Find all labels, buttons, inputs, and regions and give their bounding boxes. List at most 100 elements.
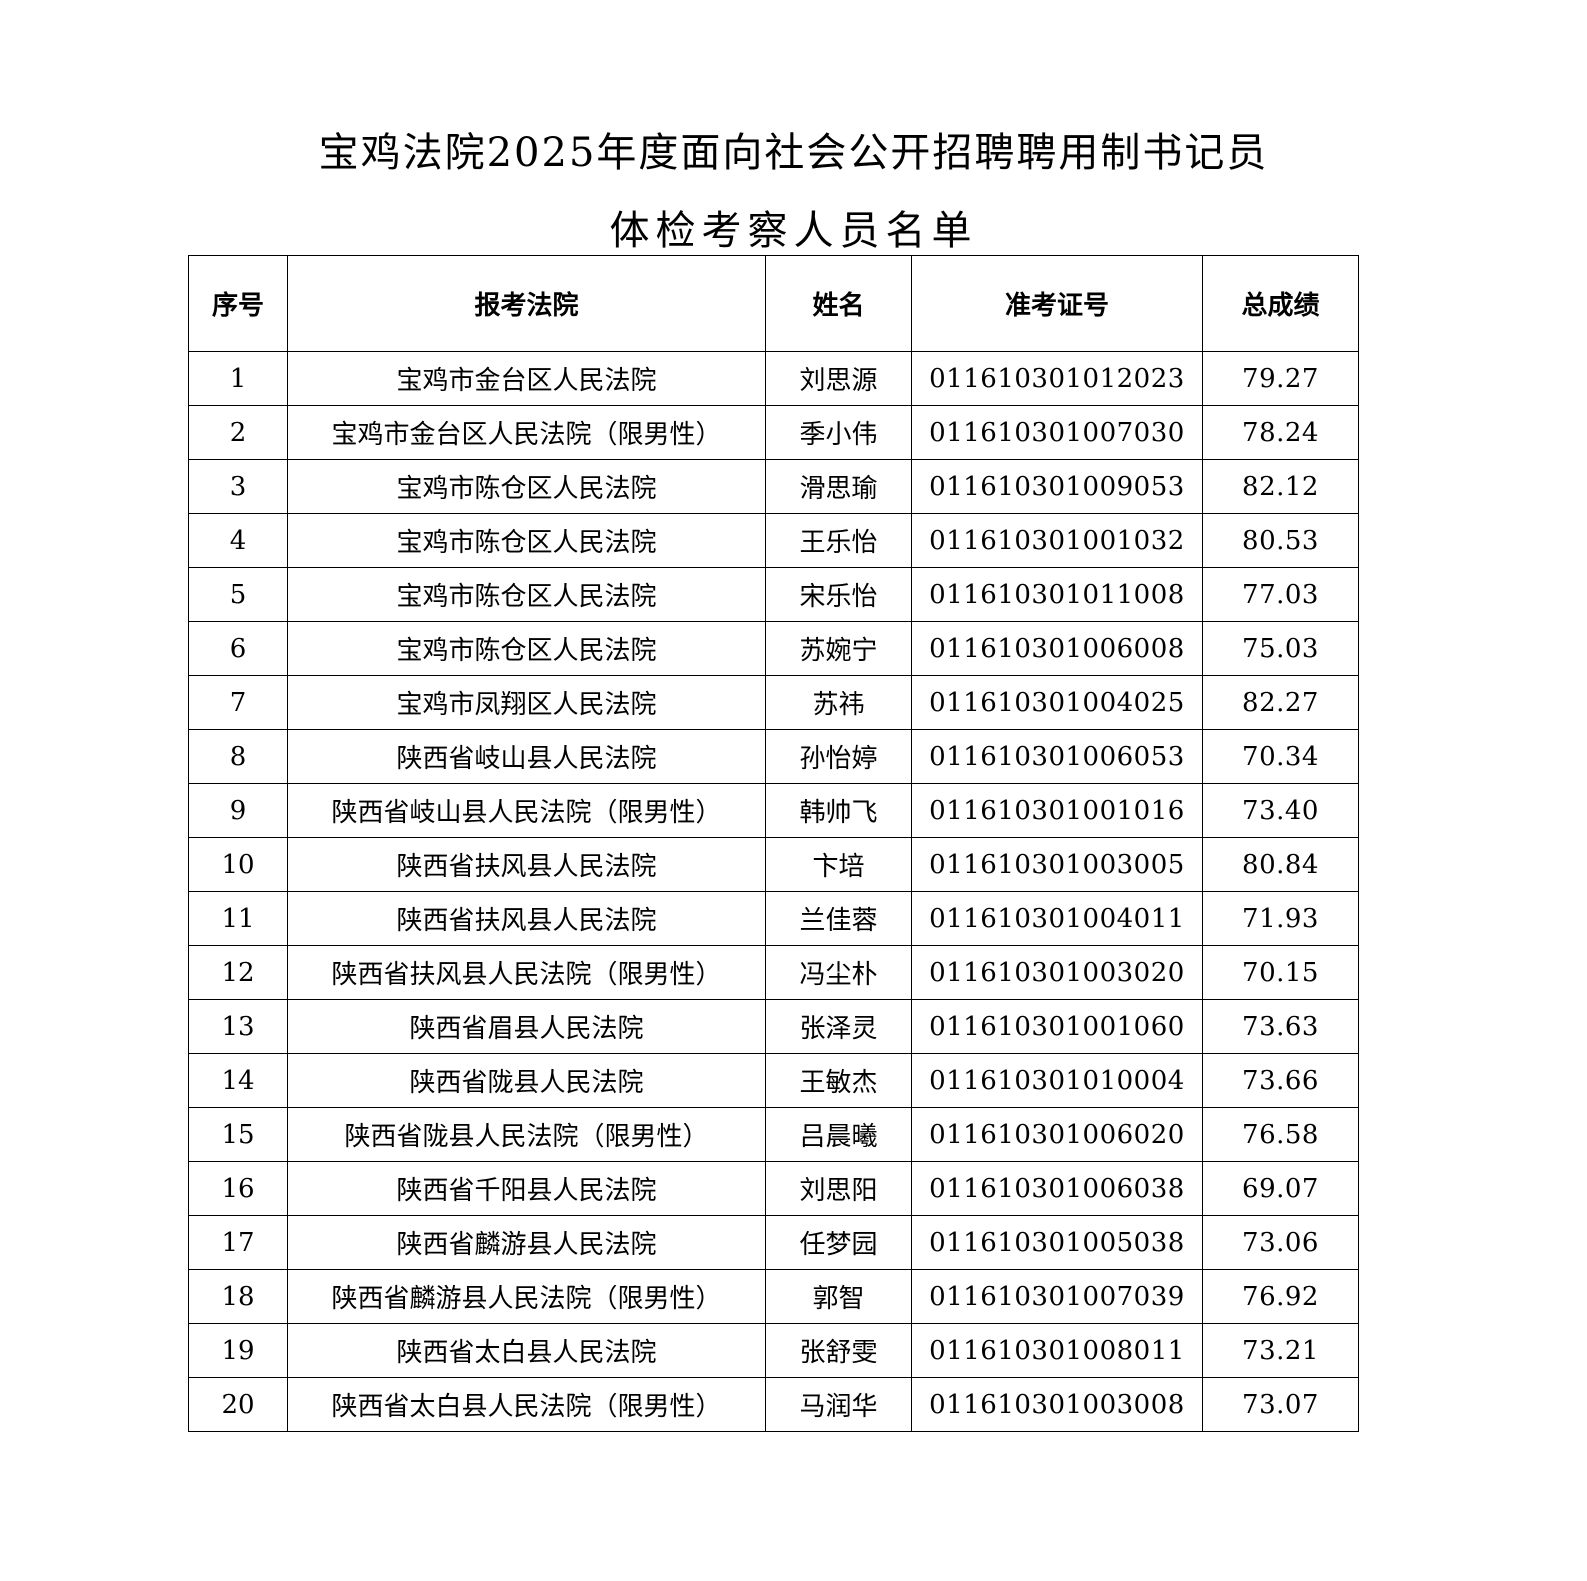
- cell-score: 82.12: [1202, 459, 1359, 514]
- cell-name: 兰佳蓉: [765, 891, 912, 946]
- cell-court: 宝鸡市凤翔区人民法院: [287, 675, 766, 730]
- cell-score: 73.07: [1202, 1377, 1359, 1432]
- cell-score: 79.27: [1202, 351, 1359, 406]
- header-index: 序号: [188, 255, 288, 352]
- cell-exam-id: 011610301012023: [911, 351, 1203, 406]
- document-subtitle: 体检考察人员名单: [609, 208, 978, 254]
- cell-exam-id: 011610301001032: [911, 513, 1203, 568]
- table-row: 10 陕西省扶风县人民法院 卞培 011610301003005 80.84: [188, 837, 1359, 892]
- cell-name: 张泽灵: [765, 999, 912, 1054]
- cell-index: 19: [188, 1323, 288, 1378]
- cell-exam-id: 011610301003008: [911, 1377, 1203, 1432]
- cell-score: 73.21: [1202, 1323, 1359, 1378]
- cell-court: 陕西省扶风县人民法院: [287, 891, 766, 946]
- cell-exam-id: 011610301006008: [911, 621, 1203, 676]
- cell-name: 卞培: [765, 837, 912, 892]
- table-row: 16 陕西省千阳县人民法院 刘思阳 011610301006038 69.07: [188, 1161, 1359, 1216]
- table-row: 15 陕西省陇县人民法院（限男性） 吕晨曦 011610301006020 76.58: [188, 1107, 1359, 1162]
- cell-exam-id: 011610301005038: [911, 1215, 1203, 1270]
- cell-score: 77.03: [1202, 567, 1359, 622]
- table-row: 2 宝鸡市金台区人民法院（限男性） 季小伟 011610301007030 78.24: [188, 405, 1359, 460]
- cell-exam-id: 011610301006038: [911, 1161, 1203, 1216]
- table-row: 12 陕西省扶风县人民法院（限男性） 冯尘朴 011610301003020 70.15: [188, 945, 1359, 1000]
- cell-score: 69.07: [1202, 1161, 1359, 1216]
- table-row: 6 宝鸡市陈仓区人民法院 苏婉宁 011610301006008 75.03: [188, 621, 1359, 676]
- cell-court: 陕西省太白县人民法院: [287, 1323, 766, 1378]
- cell-court: 宝鸡市陈仓区人民法院: [287, 621, 766, 676]
- cell-name: 郭智: [765, 1269, 912, 1324]
- cell-index: 6: [188, 621, 288, 676]
- cell-name: 王敏杰: [765, 1053, 912, 1108]
- cell-name: 刘思源: [765, 351, 912, 406]
- table-row: 3 宝鸡市陈仓区人民法院 滑思瑜 011610301009053 82.12: [188, 459, 1359, 514]
- header-score: 总成绩: [1202, 255, 1359, 352]
- cell-name: 任梦园: [765, 1215, 912, 1270]
- cell-index: 17: [188, 1215, 288, 1270]
- document-title: 宝鸡法院2025年度面向社会公开招聘聘用制书记员: [318, 130, 1269, 176]
- cell-court: 宝鸡市陈仓区人民法院: [287, 459, 766, 514]
- cell-exam-id: 011610301004025: [911, 675, 1203, 730]
- table-row: 11 陕西省扶风县人民法院 兰佳蓉 011610301004011 71.93: [188, 891, 1359, 946]
- cell-score: 80.53: [1202, 513, 1359, 568]
- cell-name: 马润华: [765, 1377, 912, 1432]
- cell-index: 7: [188, 675, 288, 730]
- cell-court: 陕西省岐山县人民法院: [287, 729, 766, 784]
- cell-index: 20: [188, 1377, 288, 1432]
- cell-exam-id: 011610301007030: [911, 405, 1203, 460]
- cell-court: 陕西省麟游县人民法院（限男性）: [287, 1269, 766, 1324]
- cell-court: 陕西省岐山县人民法院（限男性）: [287, 783, 766, 838]
- cell-court: 陕西省扶风县人民法院（限男性）: [287, 945, 766, 1000]
- cell-exam-id: 011610301001060: [911, 999, 1203, 1054]
- table-row: 17 陕西省麟游县人民法院 任梦园 011610301005038 73.06: [188, 1215, 1359, 1270]
- cell-exam-id: 011610301011008: [911, 567, 1203, 622]
- candidate-table: 序号 报考法院 姓名 准考证号 总成绩 1 宝鸡市金台区人民法院 刘思源 011610…: [188, 255, 1359, 1432]
- table-row: 19 陕西省太白县人民法院 张舒雯 011610301008011 73.21: [188, 1323, 1359, 1378]
- table-row: 18 陕西省麟游县人民法院（限男性） 郭智 011610301007039 76.92: [188, 1269, 1359, 1324]
- cell-court: 陕西省扶风县人民法院: [287, 837, 766, 892]
- cell-score: 71.93: [1202, 891, 1359, 946]
- cell-court: 陕西省陇县人民法院: [287, 1053, 766, 1108]
- cell-exam-id: 011610301010004: [911, 1053, 1203, 1108]
- cell-score: 73.66: [1202, 1053, 1359, 1108]
- table-row: 1 宝鸡市金台区人民法院 刘思源 011610301012023 79.27: [188, 351, 1359, 406]
- cell-name: 苏婉宁: [765, 621, 912, 676]
- cell-court: 陕西省太白县人民法院（限男性）: [287, 1377, 766, 1432]
- cell-exam-id: 011610301007039: [911, 1269, 1203, 1324]
- cell-index: 9: [188, 783, 288, 838]
- cell-index: 12: [188, 945, 288, 1000]
- cell-score: 76.58: [1202, 1107, 1359, 1162]
- cell-index: 3: [188, 459, 288, 514]
- header-exam-id: 准考证号: [911, 255, 1203, 352]
- cell-court: 宝鸡市陈仓区人民法院: [287, 513, 766, 568]
- cell-name: 冯尘朴: [765, 945, 912, 1000]
- cell-court: 陕西省麟游县人民法院: [287, 1215, 766, 1270]
- table-row: 14 陕西省陇县人民法院 王敏杰 011610301010004 73.66: [188, 1053, 1359, 1108]
- cell-exam-id: 011610301009053: [911, 459, 1203, 514]
- cell-court: 陕西省千阳县人民法院: [287, 1161, 766, 1216]
- cell-name: 王乐怡: [765, 513, 912, 568]
- cell-score: 78.24: [1202, 405, 1359, 460]
- cell-exam-id: 011610301004011: [911, 891, 1203, 946]
- cell-index: 10: [188, 837, 288, 892]
- table-row: 13 陕西省眉县人民法院 张泽灵 011610301001060 73.63: [188, 999, 1359, 1054]
- cell-index: 5: [188, 567, 288, 622]
- cell-index: 8: [188, 729, 288, 784]
- cell-name: 孙怡婷: [765, 729, 912, 784]
- table-row: 7 宝鸡市凤翔区人民法院 苏祎 011610301004025 82.27: [188, 675, 1359, 730]
- table-row: 20 陕西省太白县人民法院（限男性） 马润华 011610301003008 73.07: [188, 1377, 1359, 1432]
- table-row: 5 宝鸡市陈仓区人民法院 宋乐怡 011610301011008 77.03: [188, 567, 1359, 622]
- cell-score: 76.92: [1202, 1269, 1359, 1324]
- cell-index: 4: [188, 513, 288, 568]
- cell-court: 陕西省陇县人民法院（限男性）: [287, 1107, 766, 1162]
- cell-score: 75.03: [1202, 621, 1359, 676]
- cell-exam-id: 011610301006020: [911, 1107, 1203, 1162]
- cell-index: 2: [188, 405, 288, 460]
- table-row: 9 陕西省岐山县人民法院（限男性） 韩帅飞 011610301001016 73.40: [188, 783, 1359, 838]
- cell-court: 宝鸡市金台区人民法院: [287, 351, 766, 406]
- cell-name: 吕晨曦: [765, 1107, 912, 1162]
- cell-exam-id: 011610301001016: [911, 783, 1203, 838]
- cell-score: 73.06: [1202, 1215, 1359, 1270]
- cell-name: 苏祎: [765, 675, 912, 730]
- cell-index: 11: [188, 891, 288, 946]
- cell-score: 70.34: [1202, 729, 1359, 784]
